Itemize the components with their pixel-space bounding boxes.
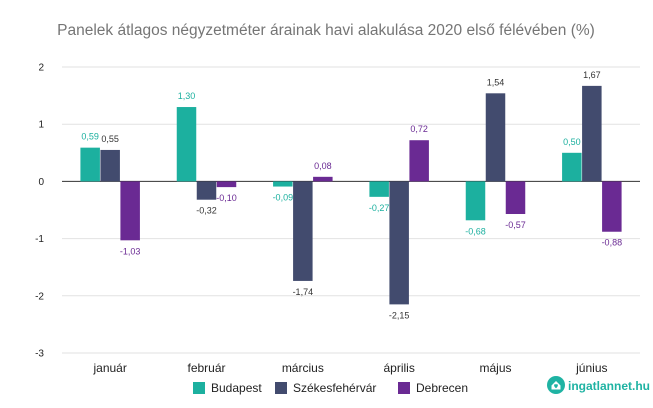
y-axis-ticks: 2 1 0 -1 -2 -3 — [35, 63, 44, 360]
legend-swatch — [398, 382, 410, 394]
data-label: -0,88 — [602, 238, 623, 248]
data-label: 1,67 — [583, 70, 601, 80]
data-label: 0,59 — [81, 132, 99, 142]
bar — [562, 152, 582, 182]
x-tick-label: április — [383, 361, 414, 375]
data-label: 0,08 — [314, 161, 332, 171]
data-label: 0,55 — [101, 134, 119, 144]
legend-swatch — [275, 382, 287, 394]
bar — [582, 85, 602, 182]
data-label: 0,50 — [563, 137, 581, 147]
legend-label: Debrecen — [416, 381, 468, 395]
legend-label: Székesfehérvár — [293, 381, 376, 395]
legend-label: Budapest — [211, 381, 262, 395]
bar — [485, 93, 506, 182]
data-label: -0,32 — [196, 206, 217, 216]
y-tick-label: -2 — [35, 291, 44, 302]
brand-logo: ingatlannet.hu — [547, 376, 650, 394]
bar — [216, 181, 237, 188]
x-tick-label: június — [575, 361, 607, 375]
data-labels: 0,59 0,55 -1,03 1,30 -0,32 -0,10 -0,09 -1,74 0,0… — [81, 70, 622, 321]
bar — [313, 176, 333, 182]
data-label: -0,27 — [369, 203, 390, 213]
bar — [409, 140, 429, 182]
bar — [369, 181, 389, 197]
bar — [465, 181, 486, 221]
bar — [80, 147, 100, 182]
data-label: -2,15 — [389, 310, 410, 320]
data-label: 1,54 — [487, 77, 505, 87]
y-tick-label: -3 — [35, 349, 44, 360]
y-tick-label: 0 — [38, 177, 44, 188]
legend: Budapest Székesfehérvár Debrecen — [193, 381, 468, 395]
data-label: 1,30 — [178, 91, 196, 101]
legend-swatch — [193, 382, 205, 394]
house-heart-icon — [547, 376, 565, 394]
data-label: 0,72 — [410, 124, 428, 134]
x-axis-categories: január február március április május június — [92, 361, 607, 375]
x-tick-label: február — [187, 361, 225, 375]
bar — [273, 181, 293, 187]
bar — [196, 181, 217, 200]
data-label: -1,74 — [293, 287, 314, 297]
data-label: -1,03 — [120, 246, 141, 256]
chart-title: Panelek átlagos négyzetméter árainak hav… — [57, 22, 595, 39]
bars — [80, 85, 622, 305]
bar — [120, 181, 140, 241]
bar — [602, 181, 622, 232]
y-tick-label: 1 — [38, 120, 44, 131]
y-tick-label: -1 — [35, 234, 44, 245]
x-tick-label: március — [282, 361, 324, 375]
bar — [176, 107, 197, 182]
bar — [293, 181, 313, 281]
x-tick-label: május — [479, 361, 511, 375]
bar — [389, 181, 409, 305]
logo-text: ingatlannet.hu — [568, 379, 650, 393]
bar — [505, 181, 526, 215]
y-tick-label: 2 — [38, 63, 44, 74]
grid-lines — [62, 66, 640, 354]
data-label: -0,09 — [273, 193, 294, 203]
x-tick-label: január — [92, 361, 126, 375]
bar — [100, 149, 120, 182]
data-label: -0,10 — [216, 193, 237, 203]
data-label: -0,68 — [465, 226, 486, 236]
data-label: -0,57 — [505, 220, 526, 230]
